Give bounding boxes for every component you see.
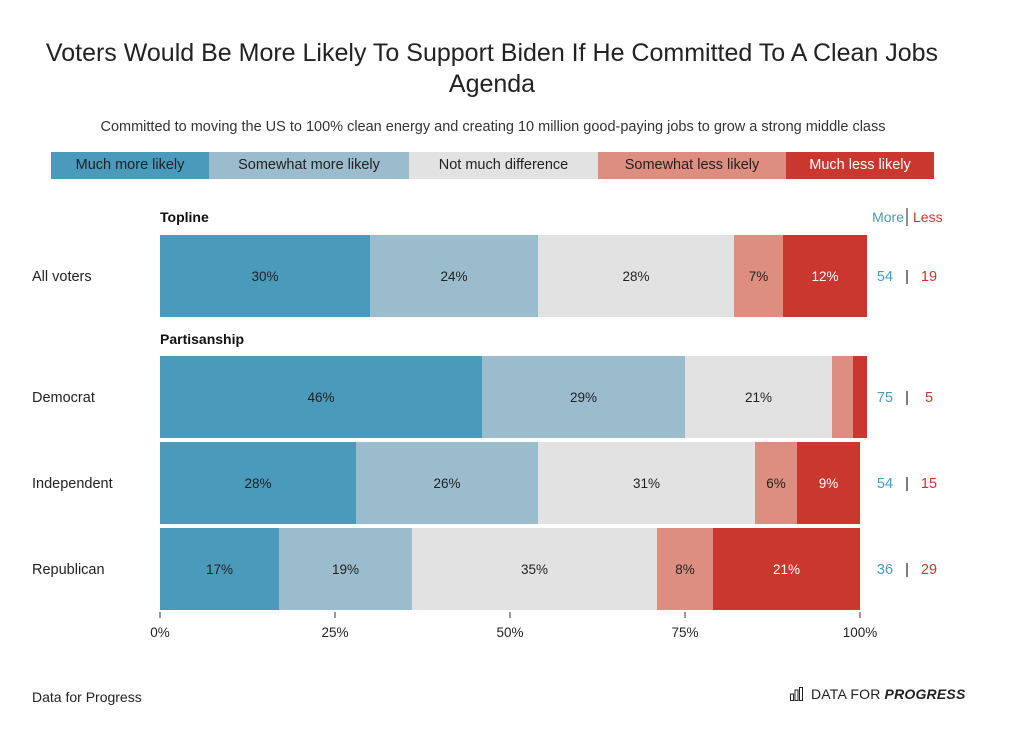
row-label-all-voters: All voters <box>32 269 92 285</box>
source-note: Data for Progress <box>32 689 142 705</box>
data-label-republican-somewhat-more-likely: 19% <box>332 562 359 577</box>
value-separator-independent: | <box>905 476 909 492</box>
bar-segment-democrat-somewhat-less-likely <box>832 356 853 438</box>
bar-segment-republican-somewhat-more-likely <box>279 528 412 610</box>
data-label-republican-not-much-difference: 35% <box>521 562 548 577</box>
data-label-all-voters-much-more-likely: 30% <box>251 269 278 284</box>
bar-chart-icon <box>790 687 803 701</box>
group-header-topline: Topline <box>160 209 209 225</box>
brand-text-strong: PROGRESS <box>884 686 966 702</box>
legend-item-much-more-likely: Much more likely <box>51 152 209 179</box>
value-separator-republican: | <box>905 562 909 578</box>
legend-item-not-much-difference: Not much difference <box>409 152 598 179</box>
data-label-democrat-much-more-likely: 46% <box>307 390 334 405</box>
bar-segment-democrat-much-less-likely <box>853 356 867 438</box>
x-tick-label-25: 25% <box>321 625 348 640</box>
data-label-all-voters-not-much-difference: 28% <box>622 269 649 284</box>
data-label-independent-somewhat-less-likely: 6% <box>766 476 786 491</box>
bar-segment-all-voters-somewhat-more-likely <box>370 235 538 317</box>
bar-segment-all-voters-much-more-likely <box>160 235 370 317</box>
bar-segment-republican-much-less-likely <box>713 528 860 610</box>
data-label-democrat-somewhat-more-likely: 29% <box>570 390 597 405</box>
data-label-independent-much-more-likely: 28% <box>244 476 271 491</box>
legend-item-much-less-likely: Much less likely <box>786 152 934 179</box>
data-label-all-voters-much-less-likely: 12% <box>811 269 838 284</box>
bar-segment-democrat-somewhat-more-likely <box>482 356 685 438</box>
row-label-independent: Independent <box>32 476 113 492</box>
chart-subtitle: Committed to moving the US to 100% clean… <box>100 119 886 135</box>
bar-segment-republican-not-much-difference <box>412 528 657 610</box>
more-value-all-voters: 54 <box>877 269 893 285</box>
bar-segment-independent-not-much-difference <box>538 442 755 524</box>
legend-item-somewhat-more-likely: Somewhat more likely <box>209 152 409 179</box>
data-label-independent-not-much-difference: 31% <box>633 476 660 491</box>
bar-segment-democrat-much-more-likely <box>160 356 482 438</box>
bar-segment-all-voters-somewhat-less-likely <box>734 235 783 317</box>
data-label-republican-much-less-likely: 21% <box>773 562 800 577</box>
value-separator-democrat: | <box>905 390 909 406</box>
value-separator-all-voters: | <box>905 269 909 285</box>
data-label-all-voters-somewhat-more-likely: 24% <box>440 269 467 284</box>
x-tick-label-100: 100% <box>843 625 878 640</box>
group-header-partisanship: Partisanship <box>160 331 244 347</box>
brand-logo: DATA FOR PROGRESS <box>790 686 965 702</box>
more-value-democrat: 75 <box>877 390 893 406</box>
bar-segment-independent-somewhat-more-likely <box>356 442 538 524</box>
row-label-republican: Republican <box>32 562 105 578</box>
x-tick-label-0: 0% <box>150 625 170 640</box>
less-value-democrat: 5 <box>925 390 933 406</box>
more-value-republican: 36 <box>877 562 893 578</box>
data-label-republican-much-more-likely: 17% <box>206 562 233 577</box>
bar-segment-independent-much-more-likely <box>160 442 356 524</box>
data-label-democrat-not-much-difference: 21% <box>745 390 772 405</box>
row-label-democrat: Democrat <box>32 390 95 406</box>
chart-title: Voters Would Be More Likely To Support B… <box>45 39 939 98</box>
bar-segment-independent-somewhat-less-likely <box>755 442 797 524</box>
less-value-republican: 29 <box>921 562 937 578</box>
less-value-independent: 15 <box>921 476 937 492</box>
bar-segment-republican-somewhat-less-likely <box>657 528 713 610</box>
bar-segment-all-voters-much-less-likely <box>783 235 867 317</box>
bar-segment-republican-much-more-likely <box>160 528 279 610</box>
data-label-all-voters-somewhat-less-likely: 7% <box>749 269 769 284</box>
header-less: Less <box>913 209 943 225</box>
legend-item-somewhat-less-likely: Somewhat less likely <box>598 152 786 179</box>
more-value-independent: 54 <box>877 476 893 492</box>
x-tick-label-50: 50% <box>496 625 523 640</box>
data-label-independent-much-less-likely: 9% <box>819 476 839 491</box>
legend: Much more likely Somewhat more likely No… <box>51 152 934 179</box>
bar-segment-independent-much-less-likely <box>797 442 860 524</box>
x-tick-label-75: 75% <box>671 625 698 640</box>
data-label-independent-somewhat-more-likely: 26% <box>433 476 460 491</box>
less-value-all-voters: 19 <box>921 269 937 285</box>
data-label-republican-somewhat-less-likely: 8% <box>675 562 695 577</box>
bar-segment-all-voters-not-much-difference <box>538 235 734 317</box>
header-more: More <box>872 209 904 225</box>
bar-segment-democrat-not-much-difference <box>685 356 832 438</box>
brand-text-light: DATA FOR <box>811 686 881 702</box>
